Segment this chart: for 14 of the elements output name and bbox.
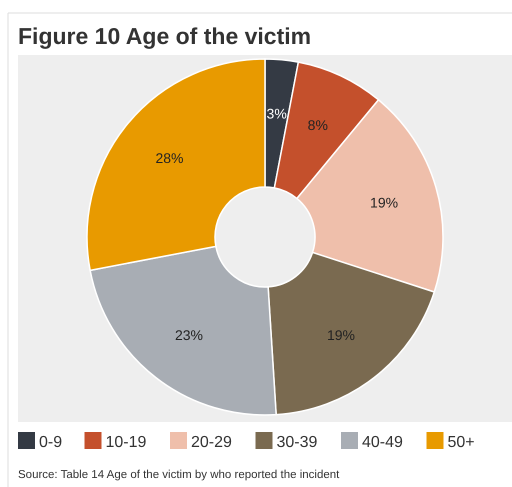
legend-label: 40-49: [362, 434, 404, 451]
chart-title: Figure 10 Age of the victim: [18, 23, 312, 49]
data-label: 19%: [370, 194, 398, 210]
data-label: 8%: [308, 116, 328, 133]
legend-label: 20-29: [191, 434, 232, 451]
legend-label: 50+: [448, 434, 475, 451]
legend-label: 0-9: [39, 434, 62, 451]
data-label: 23%: [174, 326, 204, 343]
data-label: 19%: [326, 326, 356, 343]
legend-label: 10-19: [106, 434, 147, 451]
source-note: Source: Table 14 Age of the victim by who reported the incident: [18, 469, 340, 481]
data-label: 3%: [266, 106, 287, 122]
legend-label: 30-39: [276, 434, 318, 451]
data-label: 28%: [155, 150, 184, 166]
